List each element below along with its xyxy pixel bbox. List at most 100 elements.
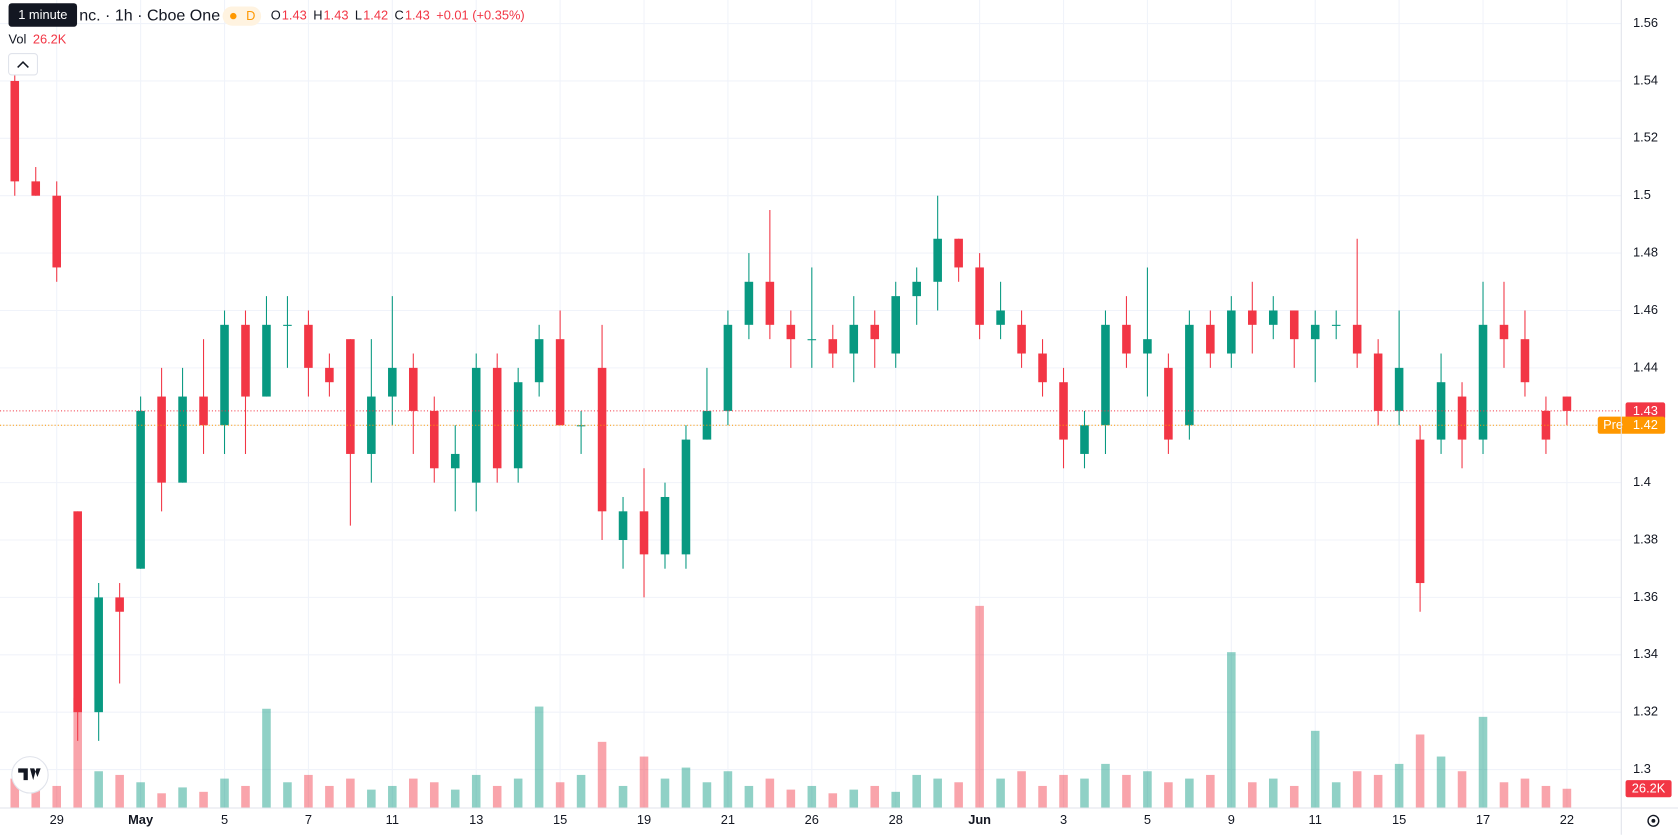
volume-bar [618,785,628,808]
candle-body [723,324,733,411]
candle-body [1373,353,1383,411]
volume-bar [765,778,775,808]
volume-bar [450,789,460,808]
grid [0,0,1622,808]
legend-key: C [395,8,404,23]
volume-bar [1122,774,1131,808]
candle-body [1331,324,1341,326]
y-tick-label: 1.4 [1633,474,1651,489]
candle-body [450,453,460,469]
volume-bar [702,782,712,808]
volume-bar [1478,716,1488,808]
candle-body [618,511,628,541]
candle-body [849,324,859,354]
volume-bar [660,778,670,808]
y-tick-label: 1.32 [1633,704,1658,719]
x-tick-label: 19 [637,812,651,827]
volume-bar [429,782,439,808]
pre-market-label: 1.42 [1633,417,1658,432]
sun-icon [230,12,237,20]
legend-key: H [313,8,322,23]
x-tick-label: 17 [1476,812,1490,827]
x-tick-label: 9 [1228,812,1235,827]
badge-text: D [246,8,255,23]
candle-body [73,511,82,713]
x-tick-label: 15 [1392,812,1406,827]
volume-bar [1164,782,1173,808]
candle-body [52,195,61,268]
volume-pane [10,605,1572,808]
legend-value: 1.43 [282,8,307,23]
volume-bar [534,706,544,808]
candle-body [94,597,103,713]
volume-bar [744,785,754,808]
candle-body [283,324,292,326]
candle-body [912,281,921,297]
volume-bar [94,771,103,808]
volume-bar [597,741,607,808]
volume-bar [1248,782,1257,808]
candle-body [31,181,41,196]
volume-bar [492,785,502,808]
x-tick-label: 29 [50,812,64,827]
volume-bar [1038,785,1047,808]
candle-body [681,439,691,555]
collapse-button[interactable] [8,53,38,76]
volume-bar [1143,771,1152,808]
last-price-box [1625,402,1666,420]
candle-body [1310,324,1320,340]
x-tick-label: 26 [805,812,819,827]
candle-body [744,281,754,325]
volume-bar [828,793,838,808]
x-tick-label: May [128,812,154,827]
volume-bar [1080,778,1089,808]
candle-body [1080,425,1089,454]
symbol-title: nc. · 1h · Cboe One [79,6,220,24]
x-tick-label: 3 [1060,812,1067,827]
volume-bar [996,778,1005,808]
candle-body [1227,310,1236,354]
x-tick-label: 5 [1144,812,1151,827]
volume-bar [912,774,921,808]
settings-icon[interactable] [1647,814,1660,827]
volume-bar [975,605,984,808]
candle-body [1352,324,1362,354]
volume-bar [1289,785,1299,808]
volume-bar [1227,652,1236,808]
volume-bar [1059,774,1068,808]
y-tick-label: 1.56 [1633,15,1658,30]
volume-bar [1520,778,1530,808]
tooltip-box [8,3,78,27]
volume-bar [1499,782,1509,808]
y-tick-label: 1.36 [1633,589,1658,604]
candle-body [765,281,775,325]
y-tick-label: 1.5 [1633,187,1651,202]
volume-bar [178,787,187,808]
volume-bar [891,791,900,808]
volume-bar [367,789,376,808]
volume-bar [471,774,481,808]
volume-bar [1331,782,1341,808]
volume-bar [1415,734,1425,808]
candle-body [933,238,942,282]
x-tick-label: 11 [1309,812,1322,827]
candle-body [241,324,250,397]
legend-value: 1.42 [363,8,388,23]
volume-bar [1457,771,1467,808]
candle-body [513,382,523,469]
candle-body [388,367,397,397]
volume-bar [1185,778,1194,808]
volume-bar [1206,774,1215,808]
candle-body [996,310,1005,325]
candle-body [115,597,124,612]
candle-body [1185,324,1194,426]
candle-body [660,496,670,555]
y-tick-label: 1.38 [1633,531,1658,546]
settings-button[interactable] [1647,814,1660,827]
candle-body [346,339,355,454]
legend-value: 1.43 [405,8,430,23]
volume-bar [115,774,124,808]
candle-body [1562,396,1572,411]
